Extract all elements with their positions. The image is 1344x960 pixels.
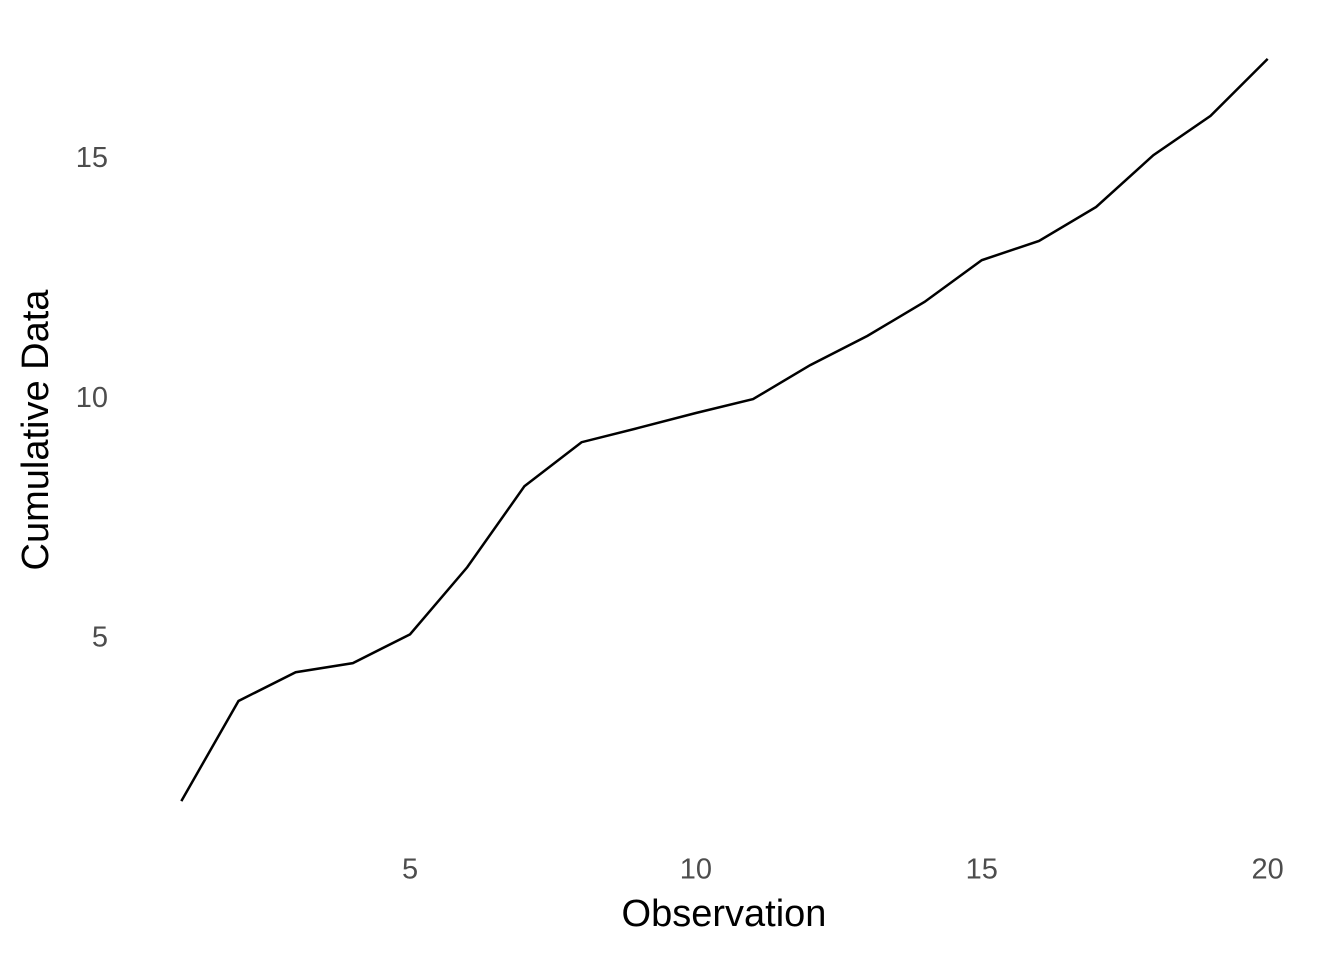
x-tick-label: 15 [966, 854, 998, 886]
x-tick-label: 20 [1252, 854, 1284, 886]
y-tick-label: 10 [76, 382, 108, 414]
y-tick-label: 5 [92, 621, 108, 653]
y-axis-title: Cumulative Data [15, 289, 57, 571]
data-line [180, 58, 1269, 802]
x-axis-title: Observation [622, 893, 827, 935]
x-tick-label: 5 [402, 854, 418, 886]
y-tick-label: 15 [76, 142, 108, 174]
x-tick-label: 10 [680, 854, 712, 886]
